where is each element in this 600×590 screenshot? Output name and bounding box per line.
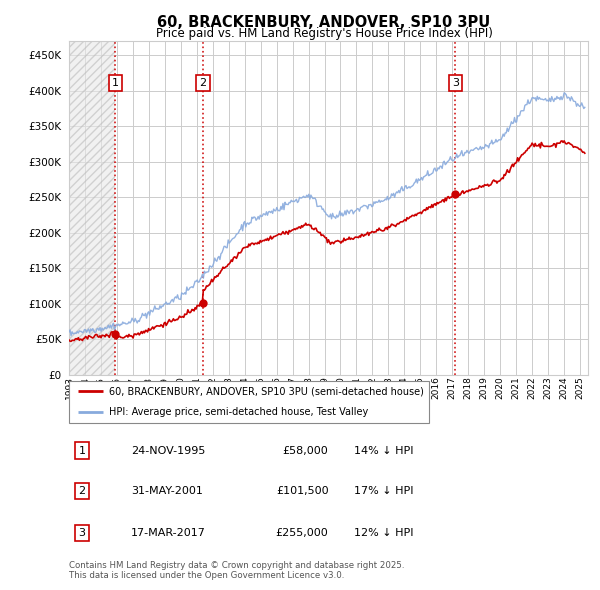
Text: 2: 2 (79, 486, 86, 496)
Text: 2: 2 (200, 78, 207, 88)
Text: Contains HM Land Registry data © Crown copyright and database right 2025.
This d: Contains HM Land Registry data © Crown c… (69, 560, 404, 580)
Text: £101,500: £101,500 (276, 486, 329, 496)
Text: HPI: Average price, semi-detached house, Test Valley: HPI: Average price, semi-detached house,… (109, 408, 368, 417)
Text: 60, BRACKENBURY, ANDOVER, SP10 3PU: 60, BRACKENBURY, ANDOVER, SP10 3PU (157, 15, 491, 30)
Text: 3: 3 (452, 78, 459, 88)
Text: Price paid vs. HM Land Registry's House Price Index (HPI): Price paid vs. HM Land Registry's House … (155, 27, 493, 40)
Text: £255,000: £255,000 (276, 528, 329, 538)
FancyBboxPatch shape (69, 381, 429, 423)
Text: 14% ↓ HPI: 14% ↓ HPI (355, 445, 414, 455)
Text: £58,000: £58,000 (283, 445, 329, 455)
Text: 60, BRACKENBURY, ANDOVER, SP10 3PU (semi-detached house): 60, BRACKENBURY, ANDOVER, SP10 3PU (semi… (109, 386, 424, 396)
Text: 1: 1 (79, 445, 85, 455)
Text: 31-MAY-2001: 31-MAY-2001 (131, 486, 203, 496)
Text: 17-MAR-2017: 17-MAR-2017 (131, 528, 206, 538)
Text: 3: 3 (79, 528, 85, 538)
Text: 17% ↓ HPI: 17% ↓ HPI (355, 486, 414, 496)
Text: 12% ↓ HPI: 12% ↓ HPI (355, 528, 414, 538)
Bar (69, 41, 115, 375)
Text: 1: 1 (112, 78, 119, 88)
Text: 24-NOV-1995: 24-NOV-1995 (131, 445, 206, 455)
